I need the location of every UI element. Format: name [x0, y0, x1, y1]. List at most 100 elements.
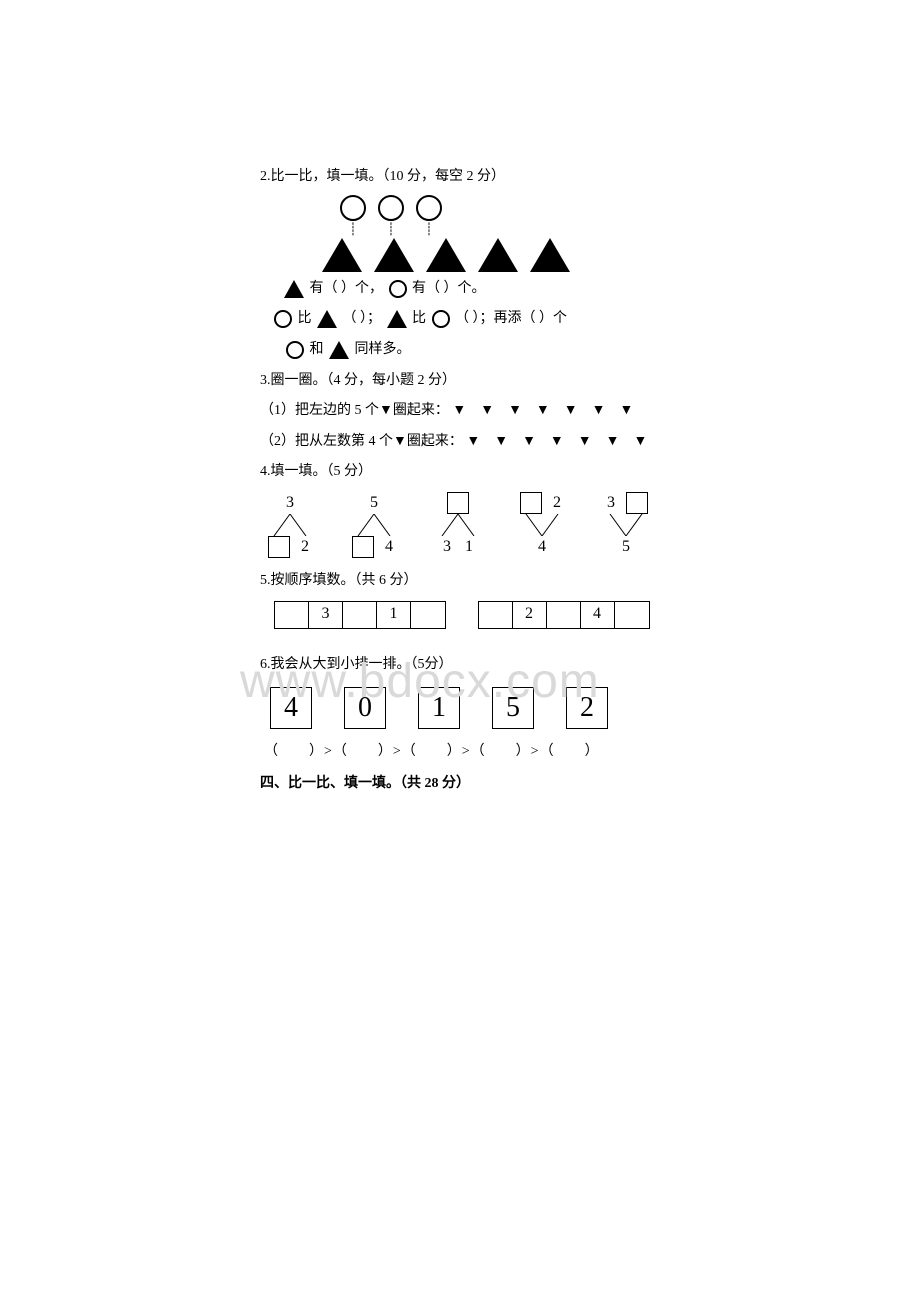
bond-bottom: 5	[596, 536, 656, 558]
text: （1）把左边的 5 个▼圈起来：	[260, 403, 449, 418]
text: （	[343, 311, 357, 326]
text: ）；	[360, 311, 381, 326]
text: 比	[298, 311, 312, 326]
q2-circles-row	[330, 195, 660, 221]
seq-cell	[615, 602, 649, 628]
number-bond: 54	[344, 492, 404, 558]
section-4-title: 四、比一比、填一填。（共 28 分）	[260, 771, 660, 798]
triangle-icon	[530, 238, 570, 272]
blank-box	[520, 492, 542, 514]
bond-lines	[512, 514, 572, 536]
seq-cell: 1	[377, 602, 411, 628]
bond-number: 2	[298, 532, 312, 562]
circle-icon	[432, 310, 450, 328]
text: ）个。	[444, 281, 486, 296]
text: （	[455, 311, 469, 326]
bond-top: 2	[512, 492, 572, 514]
q2-triangles-row	[322, 238, 660, 272]
q5-sequences: 31 24	[260, 601, 660, 639]
q6-numbers: 40152	[270, 687, 660, 729]
seq-cell	[479, 602, 513, 628]
bond-top: 3	[260, 492, 320, 514]
q6-title: 6.我会从大到小排一排。（5分）	[260, 652, 660, 679]
triangle-icon	[478, 238, 518, 272]
blank-box	[352, 536, 374, 558]
text: 和	[310, 342, 324, 357]
bond-number: 3	[440, 532, 454, 562]
q5-title: 5.按顺序填数。（共 6 分）	[260, 568, 660, 595]
q3-item2: （2）把从左数第 4 个▼圈起来： ▼ ▼ ▼ ▼ ▼ ▼ ▼	[260, 429, 660, 456]
bond-bottom: 4	[512, 536, 572, 558]
q6-parens: （ ）>（ ）>（ ）>（ ）>（ ）	[264, 739, 660, 766]
dash-icon: ┊	[416, 223, 442, 236]
circle-icon	[274, 310, 292, 328]
text: 有（	[412, 281, 440, 296]
q3-item1: （1）把左边的 5 个▼圈起来： ▼ ▼ ▼ ▼ ▼ ▼ ▼	[260, 398, 660, 425]
q5-seq-a: 31	[274, 601, 446, 629]
text: 同样多。	[355, 342, 411, 357]
text: （2）把从左数第 4 个▼圈起来：	[260, 434, 463, 449]
circle-icon	[340, 195, 366, 221]
bond-top: 5	[344, 492, 404, 514]
bond-lines	[344, 514, 404, 536]
q2-title: 2.比一比，填一填。（10 分，每空 2 分）	[260, 164, 660, 191]
triangle-icon	[329, 341, 349, 359]
seq-cell: 2	[513, 602, 547, 628]
text: ）个	[539, 311, 567, 326]
number-box: 2	[566, 687, 608, 729]
bond-top: 3	[596, 492, 656, 514]
bond-number: 1	[462, 532, 476, 562]
seq-cell	[411, 602, 445, 628]
number-box: 4	[270, 687, 312, 729]
circle-icon	[378, 195, 404, 221]
q2-line1: 有（ ）个， 有（ ）个。	[260, 276, 660, 303]
bond-number: 4	[382, 532, 396, 562]
bond-number: 5	[619, 532, 633, 562]
seq-cell	[343, 602, 377, 628]
bond-bottom: 2	[260, 536, 320, 558]
triangle-icon	[322, 238, 362, 272]
seq-cell: 3	[309, 602, 343, 628]
circle-icon	[286, 341, 304, 359]
seq-cell: 4	[581, 602, 615, 628]
bond-lines	[596, 514, 656, 536]
triangle-icon	[426, 238, 466, 272]
bond-number: 4	[535, 532, 549, 562]
text: ）；再添（	[473, 311, 536, 326]
number-bond: 35	[596, 492, 656, 558]
number-box: 0	[344, 687, 386, 729]
q2-shapes: ┊ ┊ ┊	[260, 195, 660, 272]
bond-lines	[428, 514, 488, 536]
circle-icon	[416, 195, 442, 221]
bond-lines	[260, 514, 320, 536]
bond-bottom: 4	[344, 536, 404, 558]
q3-title: 3.圈一圈。（4 分，每小题 2 分）	[260, 368, 660, 395]
triangle-row: ▼ ▼ ▼ ▼ ▼ ▼ ▼	[452, 403, 633, 418]
q2-dash-row: ┊ ┊ ┊	[330, 223, 660, 236]
text: 比	[412, 311, 426, 326]
q4-bonds: 3254312435	[260, 492, 660, 558]
triangle-icon	[387, 310, 407, 328]
triangle-icon	[284, 280, 304, 298]
number-box: 1	[418, 687, 460, 729]
triangle-icon	[317, 310, 337, 328]
q2-line3: 和 同样多。	[260, 337, 660, 364]
blank-box	[447, 492, 469, 514]
dash-icon: ┊	[340, 223, 366, 236]
triangle-row: ▼ ▼ ▼ ▼ ▼ ▼ ▼	[466, 434, 647, 449]
dash-icon: ┊	[378, 223, 404, 236]
q2-line2: 比 （ ）； 比 （ ）；再添（ ）个	[260, 306, 660, 333]
text: 有（	[310, 281, 338, 296]
circle-icon	[389, 280, 407, 298]
text: ）个，	[341, 281, 383, 296]
number-bond: 32	[260, 492, 320, 558]
worksheet-page: 2.比一比，填一填。（10 分，每空 2 分） ┊ ┊ ┊ 有（ ）个， 有（ …	[0, 0, 920, 798]
number-bond: 24	[512, 492, 572, 558]
q5-seq-b: 24	[478, 601, 650, 629]
q4-title: 4.填一填。（5 分）	[260, 459, 660, 486]
number-box: 5	[492, 687, 534, 729]
bond-bottom: 31	[428, 536, 488, 558]
seq-cell	[547, 602, 581, 628]
triangle-icon	[374, 238, 414, 272]
bond-top	[428, 492, 488, 514]
